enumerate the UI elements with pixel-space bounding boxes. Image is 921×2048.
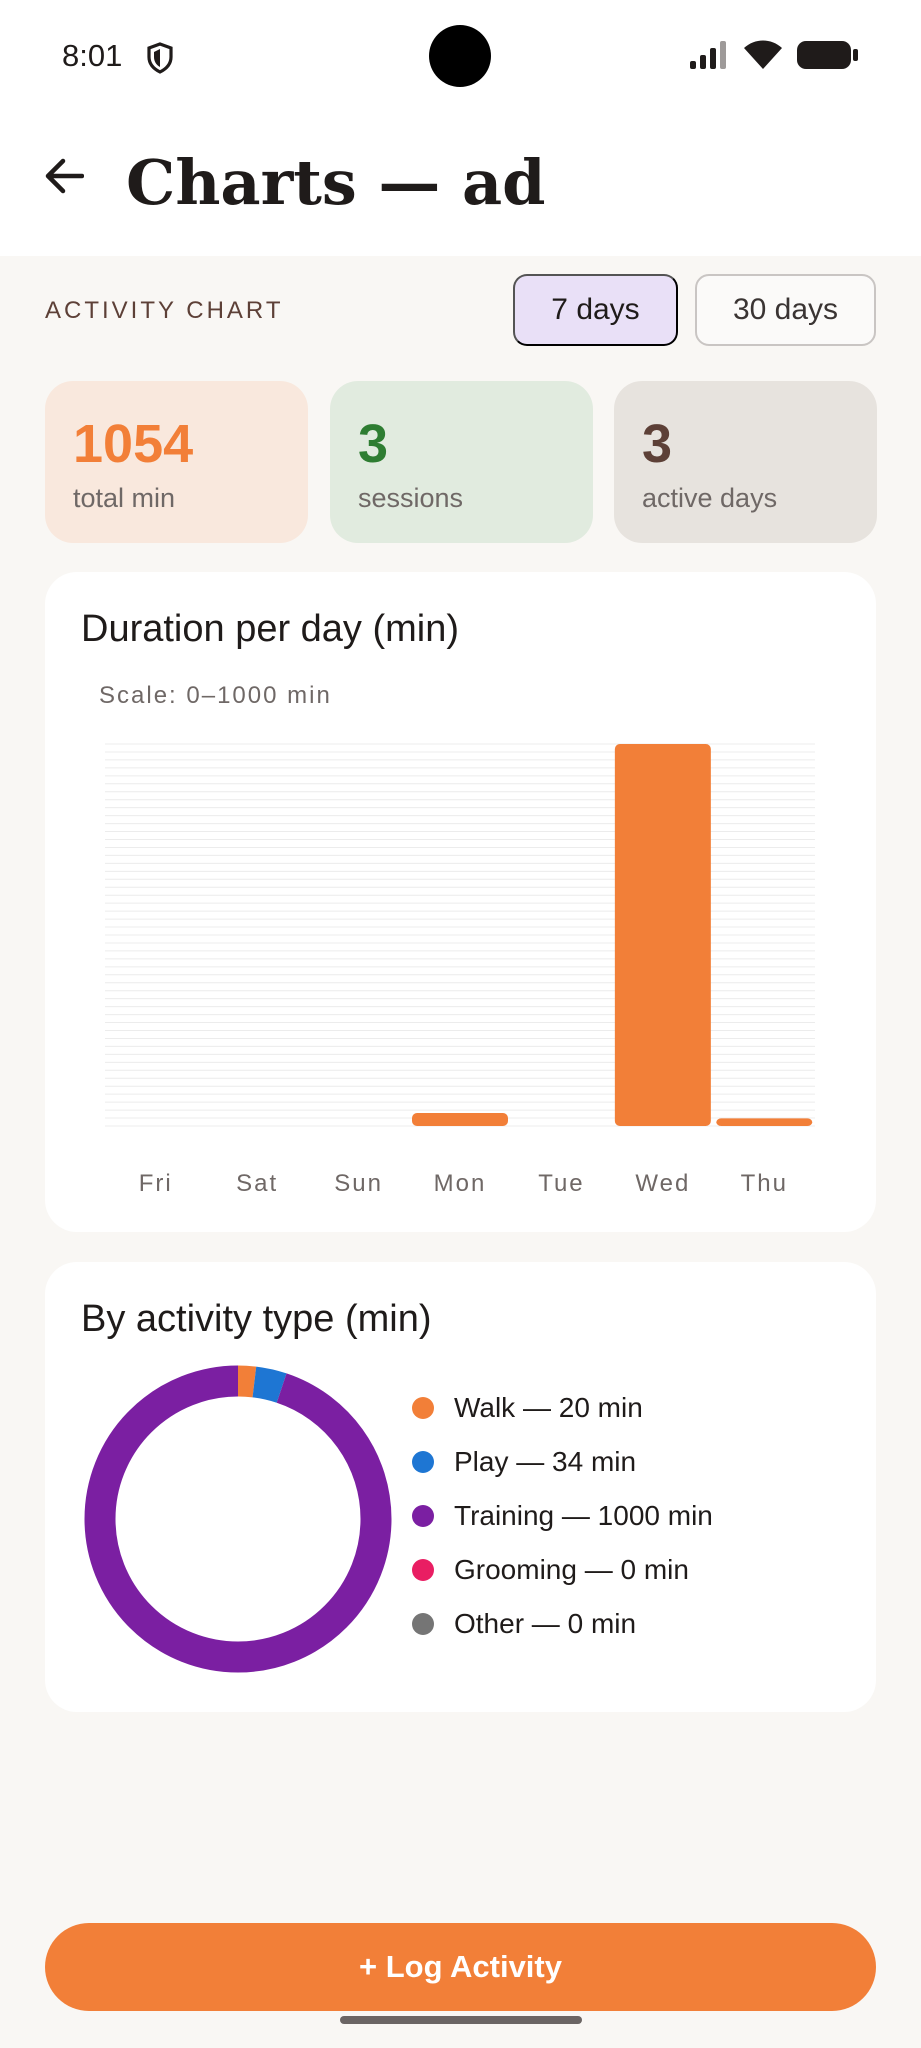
donut-slice-2 xyxy=(84,1365,392,1673)
back-button[interactable] xyxy=(38,152,90,204)
bar-mon xyxy=(412,1113,508,1126)
legend-item: Training — 1000 min xyxy=(412,1496,713,1536)
status-icons xyxy=(689,40,859,75)
x-tick-label: Tue xyxy=(538,1170,584,1197)
range-30-days-button[interactable]: 30 days xyxy=(695,274,876,346)
stat-label: sessions xyxy=(358,483,464,513)
stat-value: 1054 xyxy=(73,414,194,474)
arrow-left-icon xyxy=(44,158,85,199)
duration-chart-title: Duration per day (min) xyxy=(81,608,460,650)
bar-chart: Fri Sat Sun Mon Tue Wed Thu xyxy=(105,743,815,1197)
stat-value: 3 xyxy=(358,414,389,474)
shield-icon xyxy=(146,42,174,79)
legend-label: Other — 0 min xyxy=(454,1608,637,1639)
x-tick-label: Wed xyxy=(635,1170,690,1197)
bar-thu xyxy=(716,1118,813,1126)
activity-type-title: By activity type (min) xyxy=(81,1298,432,1340)
stat-value: 3 xyxy=(642,414,673,474)
stat-label: active days xyxy=(642,483,778,513)
legend-dot xyxy=(412,1397,434,1419)
legend-label: Training — 1000 min xyxy=(454,1500,713,1531)
x-tick-label: Thu xyxy=(741,1170,788,1197)
legend-item: Other — 0 min xyxy=(412,1604,636,1644)
stat-card-sessions: 3 sessions xyxy=(330,381,593,543)
legend-dot xyxy=(412,1505,434,1527)
status-bar: 8:01 xyxy=(0,0,921,112)
stat-card-active-days: 3 active days xyxy=(614,381,877,543)
section-label: ACTIVITY CHART xyxy=(45,297,284,324)
duration-chart-card: Duration per day (min) Scale: 0–1000 min… xyxy=(45,572,876,1232)
legend-dot xyxy=(412,1613,434,1635)
page-title: Charts — ad xyxy=(126,146,546,219)
activity-type-card: By activity type (min) Walk — 20 min Play… xyxy=(45,1262,876,1712)
x-tick-label: Sun xyxy=(334,1170,383,1197)
donut-chart xyxy=(84,1365,392,1673)
app-header: Charts — ad xyxy=(0,112,921,256)
stat-card-total-minutes: 1054 total min xyxy=(45,381,308,543)
legend-dot xyxy=(412,1559,434,1581)
status-time: 8:01 xyxy=(62,38,123,73)
legend-item: Play — 34 min xyxy=(412,1442,636,1482)
legend-label: Play — 34 min xyxy=(454,1446,637,1477)
legend-dot xyxy=(412,1451,434,1473)
x-tick-label: Mon xyxy=(434,1170,487,1197)
camera-cutout xyxy=(429,25,491,87)
battery-icon xyxy=(797,40,859,75)
scale-note: Scale: 0–1000 min xyxy=(99,682,332,709)
stat-label: total min xyxy=(73,483,176,513)
log-activity-button[interactable]: + Log Activity xyxy=(45,1923,876,2011)
wifi-icon xyxy=(743,40,783,75)
bar-wed xyxy=(614,744,711,1126)
x-tick-label: Fri xyxy=(139,1170,173,1197)
legend-item: Grooming — 0 min xyxy=(412,1550,689,1590)
legend-label: Walk — 20 min xyxy=(454,1392,643,1423)
legend-label: Grooming — 0 min xyxy=(454,1554,689,1585)
x-tick-label: Sat xyxy=(236,1170,278,1197)
range-7-days-button[interactable]: 7 days xyxy=(513,274,678,346)
signal-icon xyxy=(689,41,729,74)
legend-item: Walk — 20 min xyxy=(412,1388,643,1428)
home-indicator xyxy=(340,2016,582,2024)
